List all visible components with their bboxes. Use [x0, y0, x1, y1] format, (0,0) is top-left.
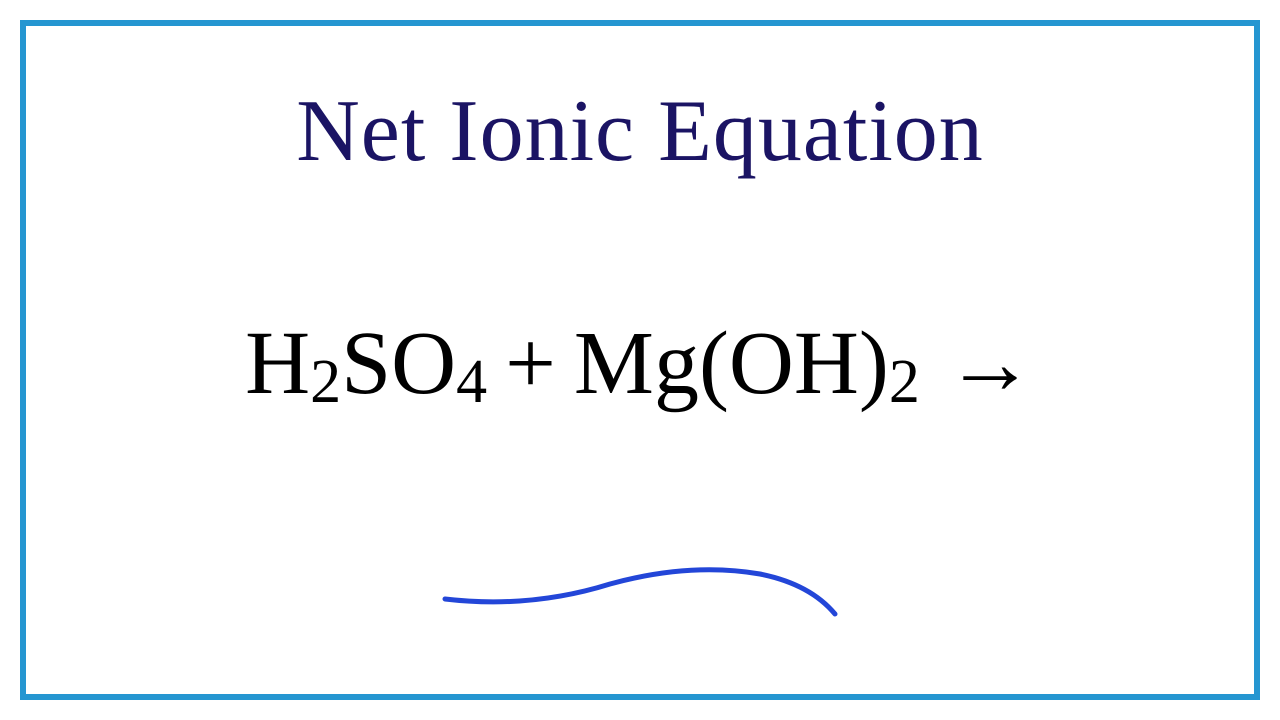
slide-title: Net Ionic Equation	[296, 81, 984, 182]
formula-so: SO	[341, 312, 456, 415]
formula-sub2b: 2	[889, 347, 920, 418]
formula-h: H	[245, 312, 310, 415]
content-frame: Net Ionic Equation H2SO4 + Mg(OH)2 →	[20, 20, 1260, 700]
formula-sub2a: 2	[310, 347, 341, 418]
reaction-arrow: →	[945, 312, 1035, 415]
formula-mg: Mg(OH)	[574, 312, 889, 415]
equation: H2SO4 + Mg(OH)2 →	[26, 312, 1254, 415]
plus-operator: +	[505, 312, 556, 415]
squiggle-underline	[430, 554, 850, 624]
formula-sub4: 4	[456, 347, 487, 418]
